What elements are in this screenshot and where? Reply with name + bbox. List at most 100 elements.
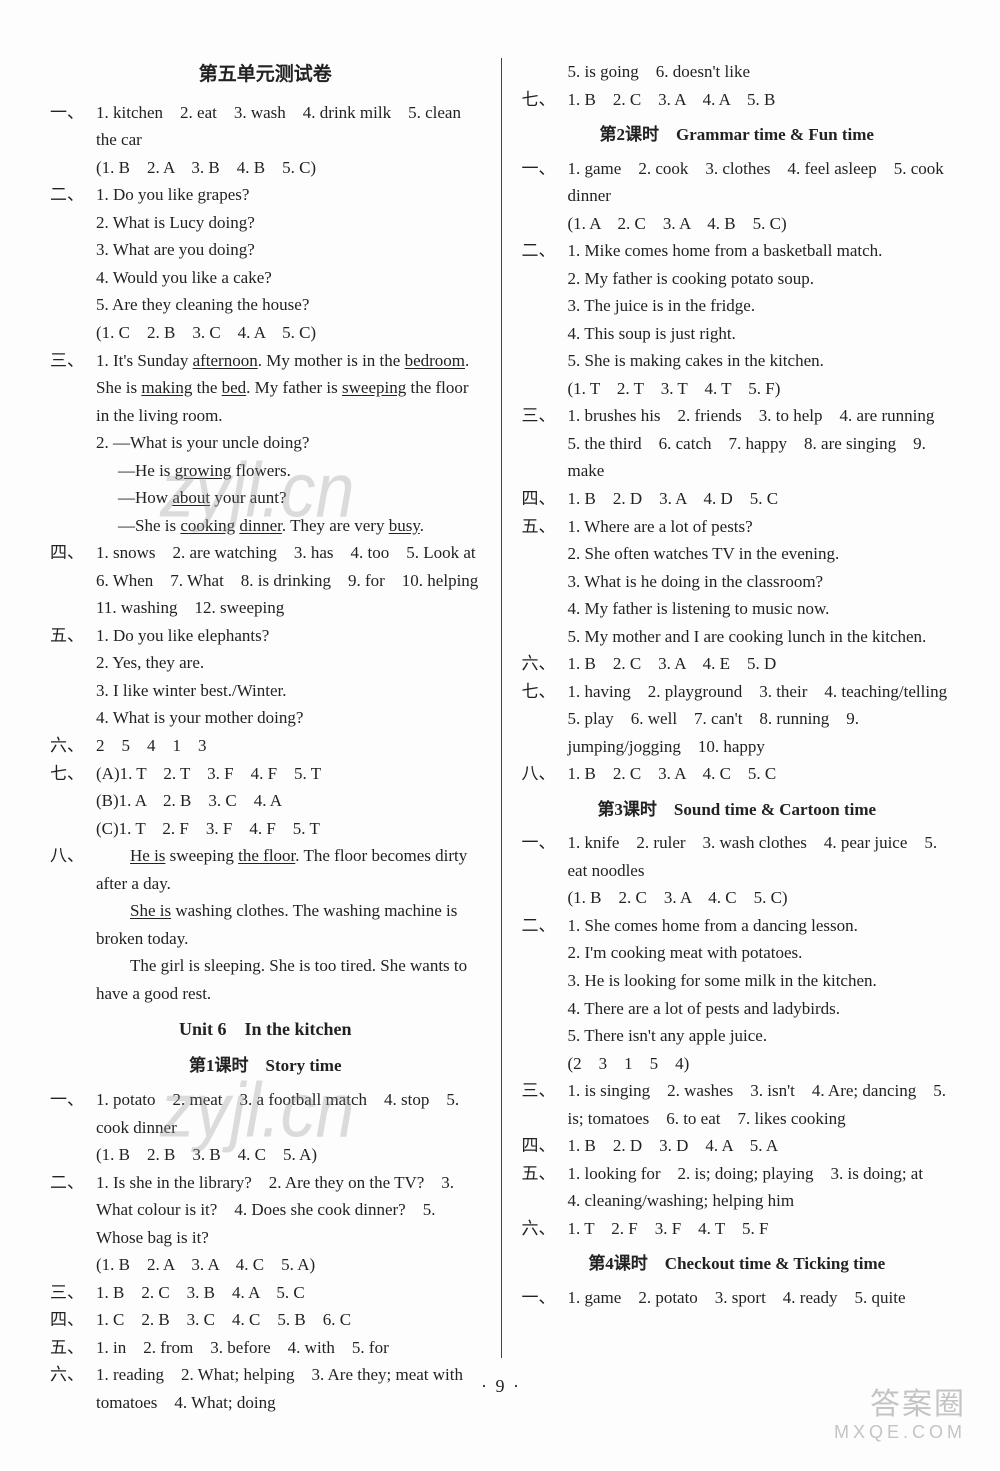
page-columns: 第五单元测试卷 一、 1. kitchen 2. eat 3. wash 4. … <box>50 58 952 1358</box>
r-sec-2-l2: 2. My father is cooking potato soup. <box>568 265 953 293</box>
cont-line: 5. is going 6. doesn't like <box>522 58 953 86</box>
r-sec-6-label: 六、 <box>522 650 568 678</box>
r-sec-7b: 七、 1. having 2. playground 3. their 4. t… <box>522 678 953 761</box>
t-sec-2-l4: 4. There are a lot of pests and ladybird… <box>568 995 953 1023</box>
u-sec-6-body: 1. reading 2. What; helping 3. Are they;… <box>96 1361 481 1416</box>
t-sec-1: 一、 1. knife 2. ruler 3. wash clothes 4. … <box>522 829 953 912</box>
r-sec-5-l4: 4. My father is listening to music now. <box>568 595 953 623</box>
t-sec-5-body: 1. looking for 2. is; doing; playing 3. … <box>568 1160 953 1215</box>
t-sec-3: 三、 1. is singing 2. washes 3. isn't 4. A… <box>522 1077 953 1132</box>
t-sec-5: 五、 1. looking for 2. is; doing; playing … <box>522 1160 953 1215</box>
r-sec-8-body: 1. B 2. C 3. A 4. C 5. C <box>568 760 953 788</box>
r-sec-8: 八、 1. B 2. C 3. A 4. C 5. C <box>522 760 953 788</box>
r-sec-6: 六、 1. B 2. C 3. A 4. E 5. D <box>522 650 953 678</box>
sec-1: 一、 1. kitchen 2. eat 3. wash 4. drink mi… <box>50 99 481 182</box>
u-sec-3-label: 三、 <box>50 1279 96 1307</box>
sec-1-label: 一、 <box>50 99 96 127</box>
u-sec-6: 六、 1. reading 2. What; helping 3. Are th… <box>50 1361 481 1416</box>
watermark-logo-en: MXQE.COM <box>834 1422 966 1443</box>
right-column: 5. is going 6. doesn't like 七、 1. B 2. C… <box>502 58 953 1358</box>
r-sec-1: 一、 1. game 2. cook 3. clothes 4. feel as… <box>522 155 953 238</box>
r-sec-2-l3: 3. The juice is in the fridge. <box>568 292 953 320</box>
u-sec-4-body: 1. C 2. B 3. C 4. C 5. B 6. C <box>96 1306 481 1334</box>
lesson3-title: 第3课时 Sound time & Cartoon time <box>522 796 953 824</box>
sec-1-line: 1. kitchen 2. eat 3. wash 4. drink milk … <box>96 99 481 154</box>
sec-5-l4: 4. What is your mother doing? <box>96 704 481 732</box>
u-sec-2-l1: 1. Is she in the library? 2. Are they on… <box>96 1169 481 1252</box>
sec-5-l2: 2. Yes, they are. <box>96 649 481 677</box>
t-sec-7-body: 1. game 2. potato 3. sport 4. ready 5. q… <box>568 1284 953 1312</box>
sec-3-label: 三、 <box>50 347 96 375</box>
sec-7-b: (B)1. A 2. B 3. C 4. A <box>96 787 481 815</box>
sec-2-l3: 3. What are you doing? <box>96 236 481 264</box>
sec-2: 二、 1. Do you like grapes? 2. What is Luc… <box>50 181 481 346</box>
u-sec-1-ans: (1. B 2. B 3. B 4. C 5. A) <box>96 1141 481 1169</box>
t-sec-1-l1: 1. knife 2. ruler 3. wash clothes 4. pea… <box>568 829 953 884</box>
sec-8: 八、 He is sweeping the floor. The floor b… <box>50 842 481 1007</box>
sec-2-ans: (1. C 2. B 3. C 4. A 5. C) <box>96 319 481 347</box>
sec-4-label: 四、 <box>50 539 96 567</box>
sec-2-l4: 4. Would you like a cake? <box>96 264 481 292</box>
t-sec-2-l5: 5. There isn't any apple juice. <box>568 1022 953 1050</box>
sec-3-p2a: 2. —What is your uncle doing? <box>96 429 481 457</box>
u-sec-1: 一、 1. potato 2. meat 3. a football match… <box>50 1086 481 1169</box>
t-sec-2-l2: 2. I'm cooking meat with potatoes. <box>568 939 953 967</box>
sec-8-p1: He is sweeping the floor. The floor beco… <box>96 842 481 897</box>
r-sec-2-ans: (1. T 2. T 3. T 4. T 5. F) <box>568 375 953 403</box>
sec-4: 四、 1. snows 2. are watching 3. has 4. to… <box>50 539 481 622</box>
t-sec-3-label: 三、 <box>522 1077 568 1105</box>
t-sec-1-ans: (1. B 2. C 3. A 4. C 5. C) <box>568 884 953 912</box>
sec-2-l1: 1. Do you like grapes? <box>96 181 481 209</box>
t-sec-4-label: 四、 <box>522 1132 568 1160</box>
r-sec-8-label: 八、 <box>522 760 568 788</box>
t-sec-1-label: 一、 <box>522 829 568 857</box>
r-sec-2: 二、 1. Mike comes home from a basketball … <box>522 237 953 402</box>
u-sec-3-body: 1. B 2. C 3. B 4. A 5. C <box>96 1279 481 1307</box>
r-sec-1-l1: 1. game 2. cook 3. clothes 4. feel aslee… <box>568 155 953 210</box>
t-sec-2-l1: 1. She comes home from a dancing lesson. <box>568 912 953 940</box>
sec-3-p2f: —She is cooking dinner. They are very bu… <box>96 512 481 540</box>
sec-3: 三、 1. It's Sunday afternoon. My mother i… <box>50 347 481 540</box>
r-sec-6-body: 1. B 2. C 3. A 4. E 5. D <box>568 650 953 678</box>
sec-5-label: 五、 <box>50 622 96 650</box>
u-sec-1-l1: 1. potato 2. meat 3. a football match 4.… <box>96 1086 481 1141</box>
r-sec-4-label: 四、 <box>522 485 568 513</box>
sec-3-p2b: —He is growing flowers. <box>96 457 481 485</box>
r-sec-3-label: 三、 <box>522 402 568 430</box>
sec-2-label: 二、 <box>50 181 96 209</box>
u-sec-5: 五、 1. in 2. from 3. before 4. with 5. fo… <box>50 1334 481 1362</box>
unit5-test-title: 第五单元测试卷 <box>50 60 481 91</box>
r-sec-1-ans: (1. A 2. C 3. A 4. B 5. C) <box>568 210 953 238</box>
sec-2-l2: 2. What is Lucy doing? <box>96 209 481 237</box>
t-sec-7: 一、 1. game 2. potato 3. sport 4. ready 5… <box>522 1284 953 1312</box>
sec-7: 七、 (A)1. T 2. T 3. F 4. F 5. T (B)1. A 2… <box>50 760 481 843</box>
r-sec-4-body: 1. B 2. D 3. A 4. D 5. C <box>568 485 953 513</box>
sec-7-a: (A)1. T 2. T 3. F 4. F 5. T <box>96 760 481 788</box>
r-sec-7-body: 1. B 2. C 3. A 4. A 5. B <box>568 86 953 114</box>
left-column: 第五单元测试卷 一、 1. kitchen 2. eat 3. wash 4. … <box>50 58 501 1358</box>
t-sec-2-ans: (2 3 1 5 4) <box>568 1050 953 1078</box>
u-sec-4-label: 四、 <box>50 1306 96 1334</box>
sec-6-body: 2 5 4 1 3 <box>96 732 481 760</box>
t-sec-4: 四、 1. B 2. D 3. D 4. A 5. A <box>522 1132 953 1160</box>
lesson4-title: 第4课时 Checkout time & Ticking time <box>522 1250 953 1278</box>
t-sec-2: 二、 1. She comes home from a dancing less… <box>522 912 953 1077</box>
r-sec-2-l1: 1. Mike comes home from a basketball mat… <box>568 237 953 265</box>
sec-1-ans: (1. B 2. A 3. B 4. B 5. C) <box>96 154 481 182</box>
sec-3-p1: 1. It's Sunday afternoon. My mother is i… <box>96 347 481 430</box>
sec-8-p2: She is washing clothes. The washing mach… <box>96 897 481 952</box>
lesson1-title: 第1课时 Story time <box>50 1052 481 1080</box>
r-sec-5-l5: 5. My mother and I are cooking lunch in … <box>568 623 953 651</box>
r-sec-5-l2: 2. She often watches TV in the evening. <box>568 540 953 568</box>
u-sec-1-label: 一、 <box>50 1086 96 1114</box>
sec-7-c: (C)1. T 2. F 3. F 4. F 5. T <box>96 815 481 843</box>
t-sec-6-label: 六、 <box>522 1215 568 1243</box>
sec-5-l1: 1. Do you like elephants? <box>96 622 481 650</box>
sec-3-p2d: —How about your aunt? <box>96 484 481 512</box>
r-sec-5: 五、 1. Where are a lot of pests? 2. She o… <box>522 513 953 651</box>
u-sec-5-label: 五、 <box>50 1334 96 1362</box>
r-sec-2-label: 二、 <box>522 237 568 265</box>
sec-2-l5: 5. Are they cleaning the house? <box>96 291 481 319</box>
t-sec-5-label: 五、 <box>522 1160 568 1188</box>
sec-8-p3: The girl is sleeping. She is too tired. … <box>96 952 481 1007</box>
